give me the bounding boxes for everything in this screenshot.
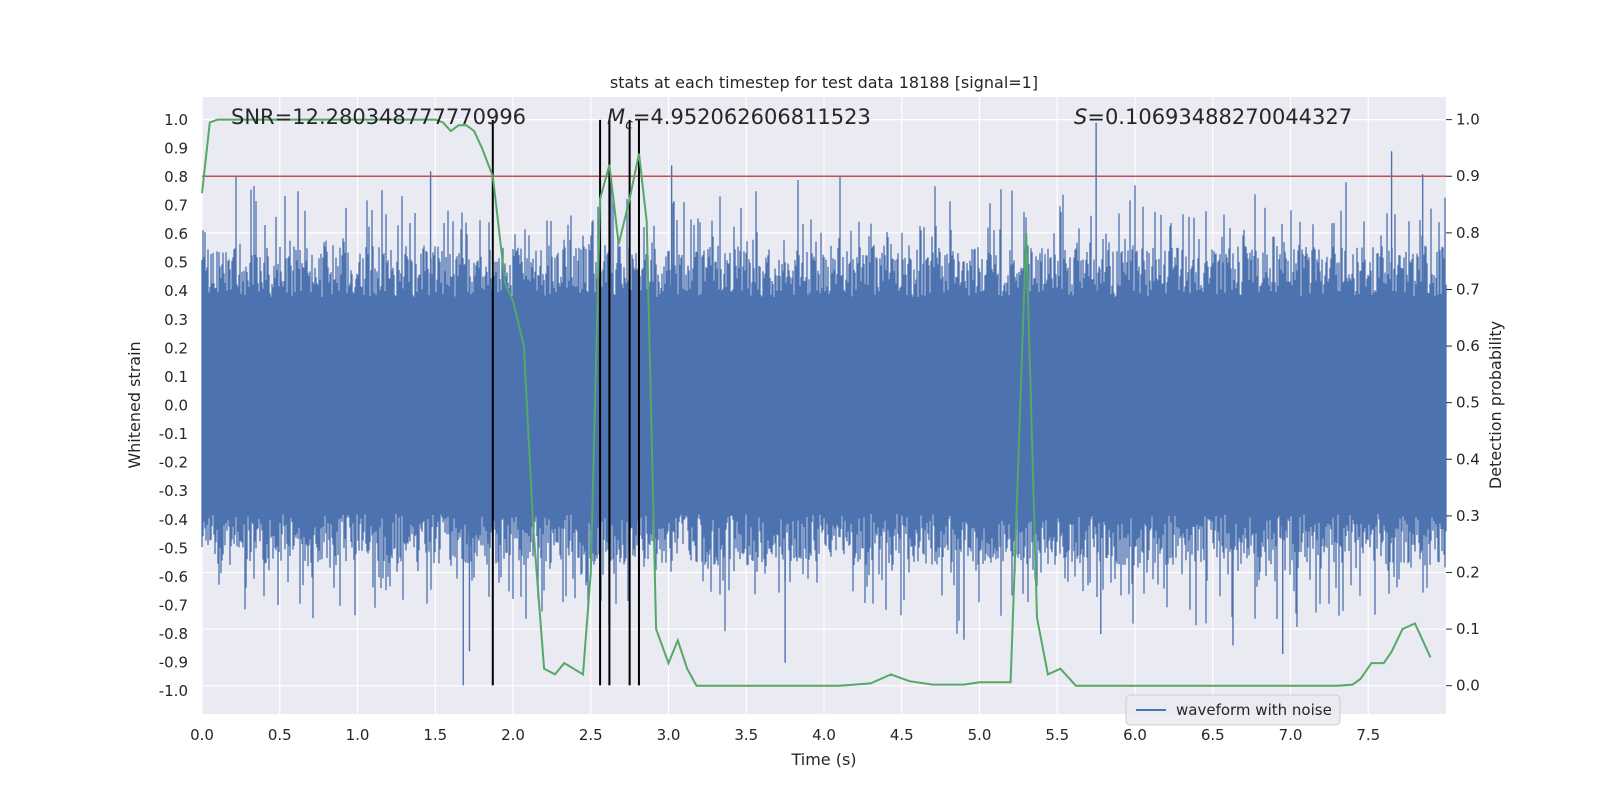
y-left-tick-label: -1.0: [159, 682, 188, 700]
y-right-tick-label: 0.9: [1456, 167, 1480, 185]
x-tick-label: 4.0: [812, 726, 836, 744]
chart-title: stats at each timestep for test data 181…: [610, 73, 1038, 92]
chirp-mass-annotation: Mc=4.952062606811523: [607, 105, 871, 133]
x-axis-label: Time (s): [790, 750, 856, 769]
y-right-tick-label: 0.0: [1456, 677, 1480, 695]
y-left-tick-label: 0.4: [164, 282, 188, 300]
y-left-tick-label: -0.2: [159, 454, 188, 472]
y-left-tick-label: -0.3: [159, 482, 188, 500]
y-axis-right: 1.0 0.9 0.8 0.7 0.6 0.5 0.4 0.3 0.2 0.1 0.0: [1446, 111, 1480, 695]
y-axis-right-label: Detection probability: [1486, 321, 1505, 489]
x-tick-label: 4.5: [890, 726, 914, 744]
y-left-tick-label: -0.8: [159, 625, 188, 643]
y-left-tick-label: 0.0: [164, 397, 188, 415]
y-left-tick-label: 0.9: [164, 139, 188, 157]
y-right-tick-label: 1.0: [1456, 111, 1480, 129]
y-right-tick-label: 0.6: [1456, 337, 1480, 355]
s-annotation: S=0.10693488270044327: [1074, 105, 1352, 129]
y-left-tick-label: 0.6: [164, 225, 188, 243]
y-left-tick-label: 0.2: [164, 339, 188, 357]
waveform-series: [201, 122, 1447, 686]
x-tick-label: 1.5: [423, 726, 447, 744]
x-tick-label: 2.0: [501, 726, 525, 744]
chirp-mass-value: =4.952062606811523: [633, 105, 871, 129]
x-tick-label: 2.5: [579, 726, 603, 744]
y-right-tick-label: 0.2: [1456, 563, 1480, 581]
y-right-tick-label: 0.1: [1456, 620, 1480, 638]
x-axis: 0.0 0.5 1.0 1.5 2.0 2.5 3.0 3.5 4.0 4.5 5.0 5.5 6.0 6…: [190, 726, 1380, 744]
y-left-tick-label: -0.9: [159, 654, 188, 672]
y-right-tick-label: 0.7: [1456, 280, 1480, 298]
legend-label: waveform with noise: [1176, 701, 1332, 719]
x-tick-label: 0.0: [190, 726, 214, 744]
x-tick-label: 3.0: [657, 726, 681, 744]
y-left-tick-label: -0.4: [159, 511, 188, 529]
s-symbol: S: [1074, 105, 1087, 129]
x-tick-label: 0.5: [268, 726, 292, 744]
y-left-tick-label: 0.3: [164, 311, 188, 329]
y-left-tick-label: -0.1: [159, 425, 188, 443]
waveform-noise-path: [201, 175, 1447, 634]
legend-box: [1125, 694, 1341, 726]
x-tick-label: 7.0: [1279, 726, 1303, 744]
y-left-tick-label: 0.5: [164, 254, 188, 272]
y-left-tick-label: 0.7: [164, 197, 188, 215]
x-tick-label: 5.5: [1045, 726, 1069, 744]
y-left-tick-label: -0.5: [159, 539, 188, 557]
y-right-tick-label: 0.5: [1456, 394, 1480, 412]
y-left-tick-label: 0.1: [164, 368, 188, 386]
x-tick-label: 7.5: [1356, 726, 1380, 744]
y-right-tick-label: 0.3: [1456, 507, 1480, 525]
x-tick-label: 6.5: [1201, 726, 1225, 744]
x-tick-label: 5.0: [968, 726, 992, 744]
y-axis-left: 1.0 0.9 0.8 0.7 0.6 0.5 0.4 0.3 0.2 0.1 0.0 -0.1 -0.…: [159, 111, 188, 700]
chirp-mass-symbol: M: [607, 105, 625, 129]
x-tick-label: 1.0: [346, 726, 370, 744]
x-tick-label: 3.5: [734, 726, 758, 744]
s-value: =0.10693488270044327: [1087, 105, 1352, 129]
x-tick-label: 6.0: [1123, 726, 1147, 744]
y-axis-left-label: Whitened strain: [125, 341, 144, 468]
chirp-mass-subscript: c: [625, 117, 633, 133]
legend: waveform with noise: [1125, 694, 1341, 726]
detection-probability-line: [201, 118, 1432, 687]
y-right-tick-label: 0.8: [1456, 224, 1480, 242]
y-right-tick-label: 0.4: [1456, 450, 1480, 468]
y-left-tick-label: 0.8: [164, 168, 188, 186]
snr-annotation: SNR=12.280348777770996: [231, 105, 526, 129]
y-left-tick-label: -0.7: [159, 596, 188, 614]
y-left-tick-label: -0.6: [159, 568, 188, 586]
y-left-tick-label: 1.0: [164, 111, 188, 129]
